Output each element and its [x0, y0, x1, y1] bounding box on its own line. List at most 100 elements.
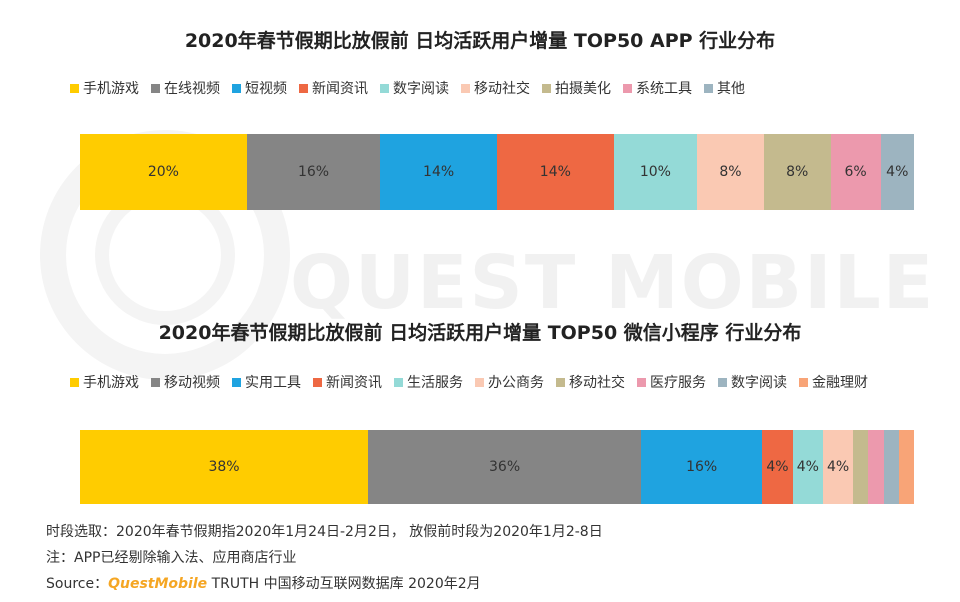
legend-swatch [799, 377, 808, 387]
bar-segment [868, 430, 884, 504]
legend-item: 移动视频 [151, 372, 220, 392]
legend-swatch [475, 377, 484, 387]
legend-label: 拍摄美化 [555, 81, 611, 97]
legend-swatch [380, 83, 389, 93]
legend-item: 实用工具 [232, 372, 301, 392]
data-label: 16% [686, 459, 718, 475]
data-label: 4% [796, 459, 819, 475]
footer-period-note: 时段选取：2020年春节假期指2020年1月24日-2月2日， 放假前时段为20… [46, 524, 603, 540]
legend-swatch [232, 377, 241, 387]
chart-1-stacked-bar: 20% 16% 14% 14% 10% 8% 8% 6% 4% [80, 134, 914, 210]
bar-segment: 8% [697, 134, 764, 210]
bar-segment: 36% [368, 430, 642, 504]
legend-swatch [70, 83, 79, 93]
bar-segment: 4% [792, 430, 823, 504]
chart-2-legend: 手机游戏 移动视频 实用工具 新闻资讯 生活服务 办公商务 移动社交 医疗服务 数字阅读 金融理财 [70, 372, 880, 392]
legend-label: 数字阅读 [731, 375, 787, 391]
bar-segment: 4% [762, 430, 793, 504]
legend-item: 生活服务 [394, 372, 463, 392]
legend-swatch [394, 377, 403, 387]
legend-item: 手机游戏 [70, 372, 139, 392]
legend-label: 手机游戏 [83, 81, 139, 97]
bar-segment [853, 430, 869, 504]
legend-label: 其他 [717, 81, 745, 97]
legend-label: 在线视频 [164, 81, 220, 97]
source-details: TRUTH 中国移动互联网数据库 2020年2月 [207, 576, 481, 592]
legend-swatch [313, 377, 322, 387]
legend-label: 生活服务 [407, 375, 463, 391]
bar-segment: 8% [763, 134, 831, 210]
bar-segment: 38% [80, 430, 369, 504]
legend-label: 手机游戏 [83, 375, 139, 391]
legend-label: 移动社交 [474, 81, 530, 97]
data-label: 8% [786, 164, 809, 180]
data-label: 8% [719, 164, 742, 180]
data-label: 4% [886, 164, 909, 180]
legend-item: 移动社交 [556, 372, 625, 392]
legend-label: 短视频 [245, 81, 287, 97]
bar-segment [898, 430, 914, 504]
legend-item: 新闻资讯 [299, 78, 368, 98]
data-label: 20% [147, 164, 179, 180]
legend-swatch [151, 377, 160, 387]
bar-segment [883, 430, 899, 504]
bar-segment: 14% [496, 134, 614, 210]
legend-swatch [718, 377, 727, 387]
data-label: 14% [539, 164, 571, 180]
data-label: 36% [489, 459, 521, 475]
legend-swatch [70, 377, 79, 387]
source-prefix: Source： [46, 576, 109, 592]
chart-1-legend: 手机游戏 在线视频 短视频 新闻资讯 数字阅读 移动社交 拍摄美化 系统工具 其他 [70, 78, 757, 98]
legend-label: 系统工具 [636, 81, 692, 97]
data-label: 38% [208, 459, 240, 475]
legend-item: 手机游戏 [70, 78, 139, 98]
footer-source: Source：QuestMobile TRUTH 中国移动互联网数据库 2020… [46, 573, 481, 593]
chart-2-stacked-bar: 38% 36% 16% 4% 4% 4% [80, 430, 914, 504]
data-label: 16% [297, 164, 330, 180]
legend-label: 实用工具 [245, 375, 301, 391]
footer-exclusion-note: 注：APP已经剔除输入法、应用商店行业 [46, 550, 297, 566]
chart-2-title: 2020年春节假期比放假前 日均活跃用户增量 TOP50 微信小程序 行业分布 [158, 322, 802, 344]
legend-label: 医疗服务 [650, 375, 706, 391]
legend-item: 医疗服务 [637, 372, 706, 392]
legend-swatch [623, 83, 632, 93]
legend-swatch [461, 83, 470, 93]
bar-segment: 16% [246, 134, 381, 210]
legend-swatch [232, 83, 241, 93]
data-label: 6% [844, 164, 867, 180]
legend-swatch [637, 377, 646, 387]
data-label: 4% [766, 459, 789, 475]
legend-swatch [151, 83, 160, 93]
legend-label: 新闻资讯 [312, 81, 368, 97]
legend-item: 在线视频 [151, 78, 220, 98]
bar-segment: 14% [380, 134, 497, 210]
legend-label: 数字阅读 [393, 81, 449, 97]
legend-label: 办公商务 [488, 375, 544, 391]
legend-item: 金融理财 [799, 372, 868, 392]
legend-item: 新闻资讯 [313, 372, 382, 392]
legend-item: 系统工具 [623, 78, 692, 98]
legend-label: 移动社交 [569, 375, 625, 391]
data-label: 4% [827, 459, 850, 475]
legend-item: 移动社交 [461, 78, 530, 98]
bar-segment: 10% [613, 134, 698, 210]
legend-label: 新闻资讯 [326, 375, 382, 391]
legend-item: 短视频 [232, 78, 287, 98]
legend-item: 拍摄美化 [542, 78, 611, 98]
legend-item: 数字阅读 [380, 78, 449, 98]
legend-item: 数字阅读 [718, 372, 787, 392]
bar-segment: 6% [830, 134, 881, 210]
legend-item: 其他 [704, 78, 745, 98]
legend-label: 金融理财 [812, 375, 868, 391]
legend-swatch [299, 83, 308, 93]
source-brand: QuestMobile [108, 576, 208, 592]
bar-segment: 20% [80, 134, 247, 210]
chart-1-title: 2020年春节假期比放假前 日均活跃用户增量 TOP50 APP 行业分布 [184, 30, 776, 52]
legend-swatch [704, 83, 713, 93]
data-label: 14% [423, 164, 455, 180]
legend-swatch [542, 83, 551, 93]
bar-segment: 16% [641, 430, 763, 504]
data-label: 10% [639, 164, 671, 180]
watermark-text: QUEST MOBILE [290, 240, 936, 326]
legend-label: 移动视频 [164, 375, 220, 391]
